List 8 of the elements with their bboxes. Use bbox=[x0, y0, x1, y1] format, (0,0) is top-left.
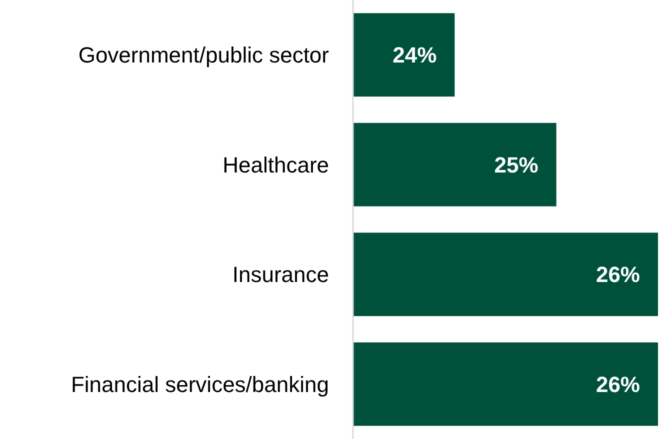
y-tick-label: Financial services/banking bbox=[70, 372, 329, 397]
y-tick-label: Insurance bbox=[232, 262, 329, 288]
data-label: 25% bbox=[494, 152, 538, 178]
data-label: 26% bbox=[596, 262, 640, 288]
y-tick-label: Government/public sector bbox=[78, 42, 329, 68]
y-tick-label: Healthcare bbox=[222, 152, 329, 178]
data-label: 24% bbox=[392, 42, 437, 68]
data-label: 26% bbox=[596, 372, 640, 397]
